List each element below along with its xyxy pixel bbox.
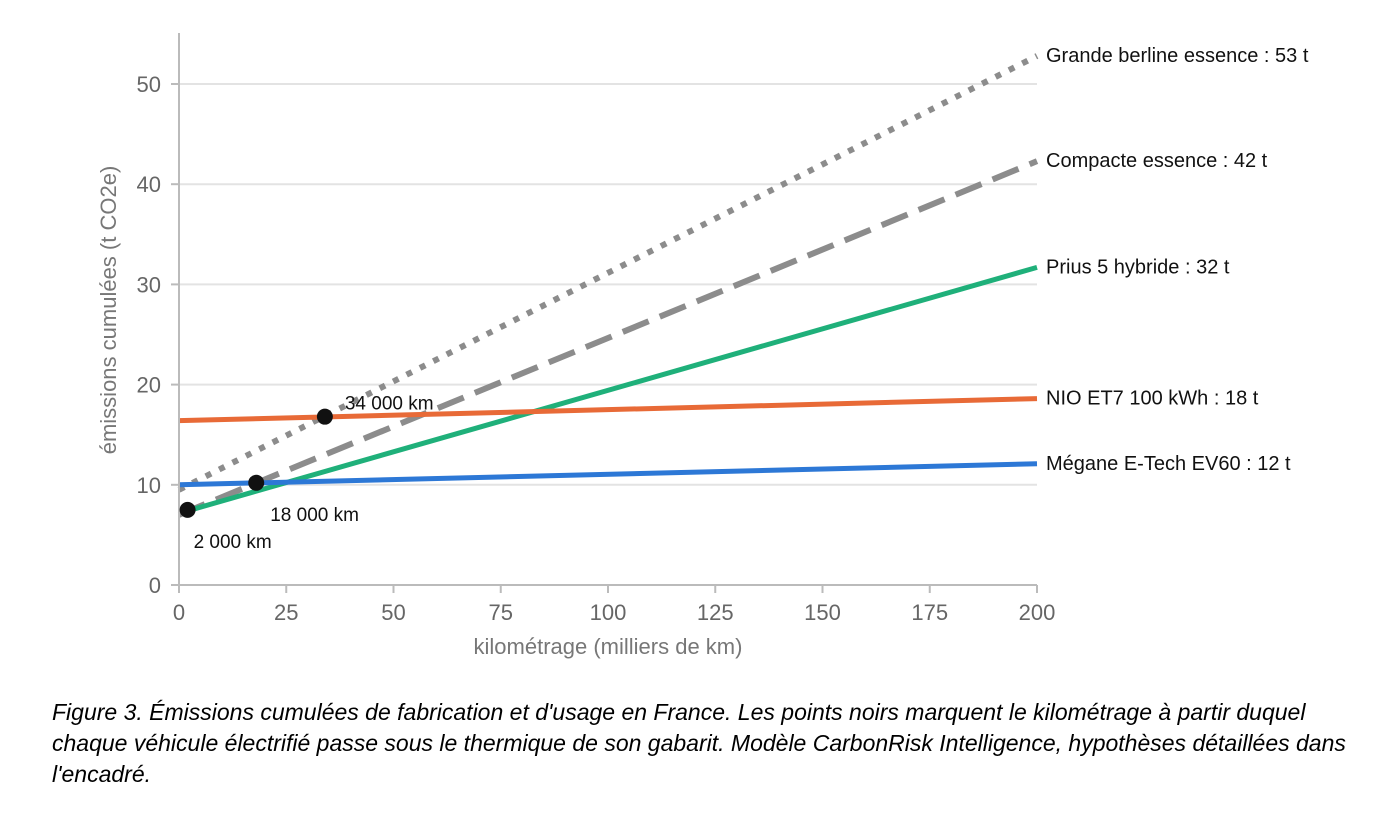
x-tick-label: 0 [173, 600, 185, 625]
series-label-3: NIO ET7 100 kWh : 18 t [1046, 388, 1259, 410]
crossover-label-2: 2 000 km [194, 532, 272, 553]
y-tick-label: 40 [137, 172, 161, 197]
x-tick-label: 25 [274, 600, 298, 625]
series-line-4 [178, 461, 1038, 488]
y-tick-label: 0 [149, 573, 161, 598]
x-axis-title: kilométrage (milliers de km) [474, 634, 743, 659]
y-tick-label: 10 [137, 473, 161, 498]
series-label-1: Compacte essence : 42 t [1046, 150, 1268, 172]
series-label-0: Grande berline essence : 53 t [1046, 45, 1309, 67]
axes [178, 33, 1037, 586]
x-tick-label: 175 [911, 600, 948, 625]
crossover-label-1: 18 000 km [270, 505, 359, 526]
gridlines [179, 83, 1037, 486]
crossover-point-2 [179, 501, 196, 518]
x-tick-label: 75 [489, 600, 513, 625]
series-labels: Grande berline essence : 53 t Compacte es… [1046, 45, 1309, 475]
x-tick-label: 150 [804, 600, 841, 625]
crossover-label-0: 34 000 km [345, 394, 434, 415]
crossover-point-1 [248, 474, 265, 491]
x-tick-label: 50 [381, 600, 405, 625]
series-lines [177, 53, 1039, 518]
series-line-2 [186, 264, 1038, 514]
x-tick-label: 100 [590, 600, 627, 625]
series-line-1 [177, 158, 1039, 518]
series-label-2: Prius 5 hybride : 32 t [1046, 256, 1230, 278]
series-line-3 [178, 396, 1038, 424]
y-tick-label: 30 [137, 272, 161, 297]
crossover-point-0 [316, 408, 333, 425]
x-tick-label: 125 [697, 600, 734, 625]
y-axis-title: émissions cumulées (t CO2e) [96, 166, 121, 455]
axis-ticks: 0 10 20 30 40 50 0 25 50 75 100 125 150 175 200 [137, 72, 1056, 625]
x-tick-label: 200 [1019, 600, 1056, 625]
series-label-4: Mégane E-Tech EV60 : 12 t [1046, 453, 1291, 475]
crossover-points: 34 000 km 18 000 km 2 000 km [179, 394, 434, 553]
y-tick-label: 20 [137, 373, 161, 398]
emissions-chart: 0 10 20 30 40 50 0 25 50 75 100 125 150 175 200 34 000… [96, 33, 1309, 659]
figure-caption: Figure 3. Émissions cumulées de fabricat… [52, 699, 1346, 787]
y-tick-label: 50 [137, 72, 161, 97]
series-line-0 [177, 53, 1039, 493]
